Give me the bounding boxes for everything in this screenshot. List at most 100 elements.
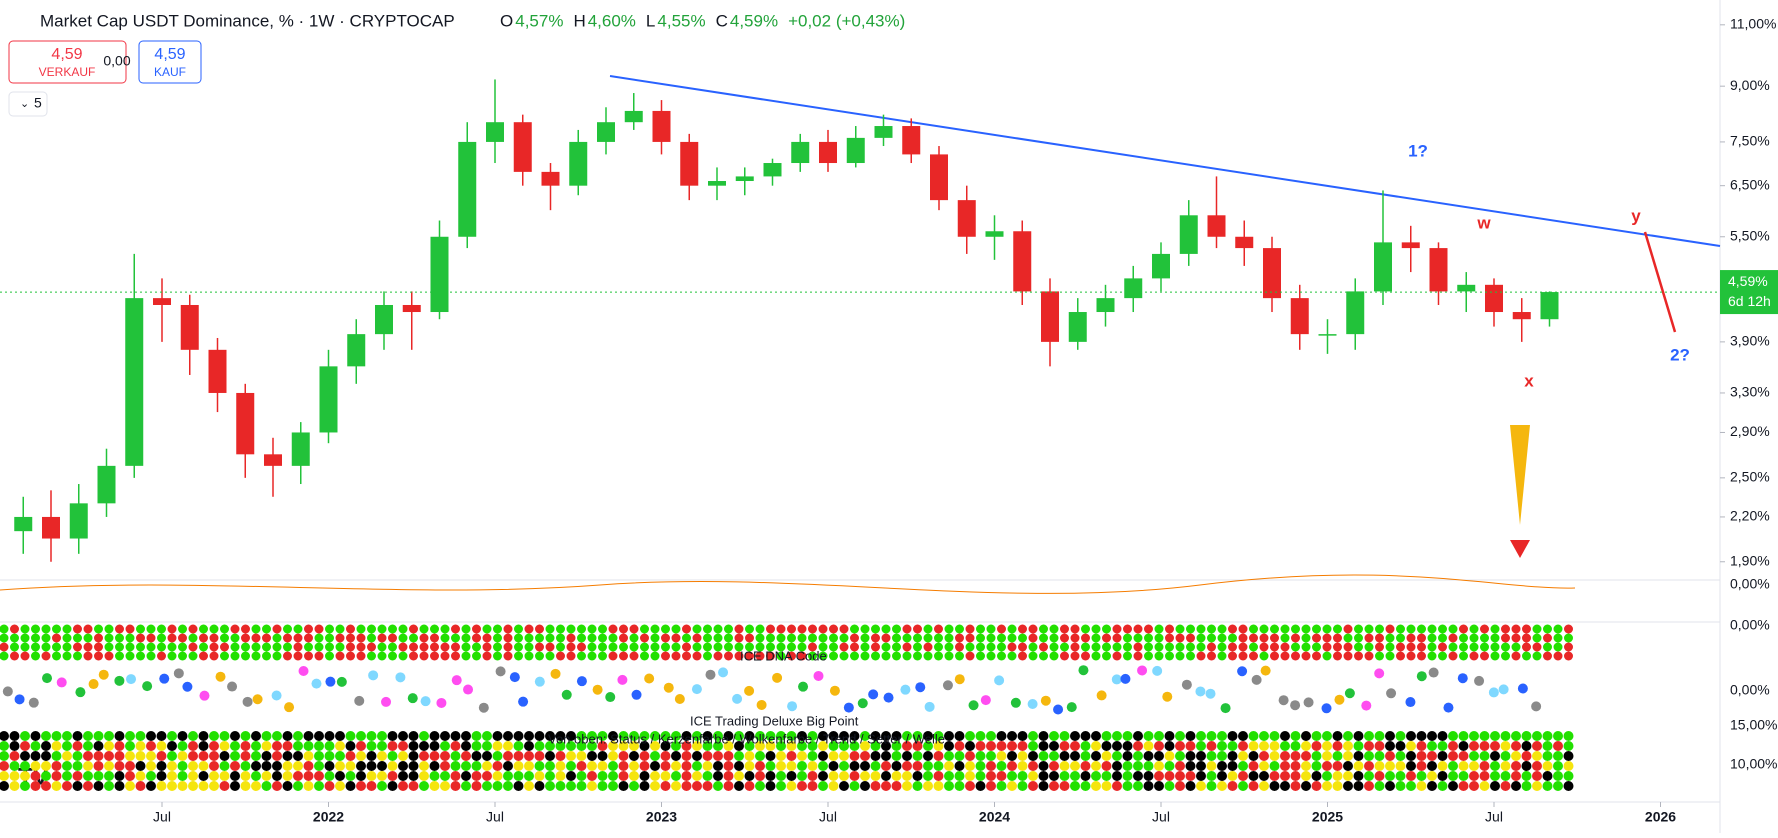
indicator-dot xyxy=(1217,771,1227,781)
indicator-dot xyxy=(860,633,870,643)
candle-body xyxy=(791,141,810,164)
indicator-dot xyxy=(996,761,1007,771)
indicator-dot xyxy=(9,771,20,781)
legend-key: H xyxy=(573,11,585,30)
indicator-dot xyxy=(807,751,818,761)
indicator-dot xyxy=(1018,651,1027,661)
candle-body xyxy=(458,141,477,237)
indicator-dot xyxy=(419,731,429,741)
indicator-dot xyxy=(482,624,492,634)
indicator-dot xyxy=(482,781,492,791)
indicator-dot xyxy=(73,633,82,643)
candle-body xyxy=(874,126,893,138)
sell-button[interactable] xyxy=(8,40,127,84)
indicator-dot xyxy=(1017,741,1028,751)
indicator-dot xyxy=(1186,642,1195,652)
indicator-dot xyxy=(1228,633,1237,643)
indicator-dot xyxy=(1260,665,1271,676)
indicator-dot xyxy=(503,741,513,751)
indicator-dot xyxy=(1448,761,1458,771)
indicator-dot xyxy=(776,731,786,741)
annotation: 2? xyxy=(1670,345,1690,364)
indicator-dot xyxy=(324,781,335,791)
indicator-dot xyxy=(366,751,377,761)
indicator-dot xyxy=(808,651,817,661)
indicator-dot xyxy=(1438,624,1447,634)
indicator-dot xyxy=(1137,665,1148,676)
indicator-dot xyxy=(398,771,408,781)
indicator-dot xyxy=(892,633,901,643)
indicator-toggle[interactable] xyxy=(8,91,48,117)
indicator-dot xyxy=(808,624,817,634)
candle-body xyxy=(624,110,643,123)
indicator-dot xyxy=(282,731,293,741)
indicator-dot xyxy=(1269,761,1280,771)
indicator-dot xyxy=(1532,642,1542,652)
indicator-dot xyxy=(146,651,156,661)
indicator-dot xyxy=(1238,771,1248,781)
y-tick-label: 11,00% xyxy=(1730,16,1776,32)
indicator-dot xyxy=(1437,781,1448,791)
indicator-dot xyxy=(304,642,313,652)
indicator-dot xyxy=(10,642,19,652)
indicator-dot xyxy=(51,761,62,771)
indicator-dot xyxy=(997,651,1006,661)
indicator-dot xyxy=(1480,624,1489,634)
indicator-dot xyxy=(1102,624,1111,634)
indicator-dot xyxy=(398,642,408,652)
indicator-dot xyxy=(220,642,229,652)
indicator-dot xyxy=(1553,751,1563,761)
indicator-dot xyxy=(346,642,355,652)
indicator-dot xyxy=(356,731,366,741)
indicator-dot xyxy=(73,642,82,652)
indicator-dot xyxy=(1490,651,1500,661)
indicator-dot xyxy=(1386,688,1397,699)
indicator-dot xyxy=(629,771,639,781)
indicator-dot xyxy=(965,781,975,791)
indicator-dot xyxy=(20,651,30,661)
indicator-dot xyxy=(818,731,828,741)
buy-button[interactable] xyxy=(138,40,202,84)
indicator-dot xyxy=(366,781,377,791)
indicator-dot xyxy=(125,781,135,791)
indicator-dot xyxy=(220,624,229,634)
indicator-dot xyxy=(293,751,303,761)
indicator-dot xyxy=(2,686,13,697)
indicator-dot xyxy=(1532,751,1542,761)
legend-key: O xyxy=(500,11,513,30)
y-tick-label: 3,30% xyxy=(1730,384,1770,400)
indicator-dot xyxy=(829,624,838,634)
indicator-dot xyxy=(892,624,901,634)
indicator-dot xyxy=(314,633,324,643)
indicator-dot xyxy=(304,633,313,643)
indicator-dot xyxy=(198,771,209,781)
indicator-dot xyxy=(1227,761,1238,771)
indicator-dot xyxy=(104,741,114,751)
indicator-dot xyxy=(1123,633,1132,643)
indicator-dot xyxy=(199,624,208,634)
indicator-dot xyxy=(398,741,408,751)
indicator-dot xyxy=(1490,624,1500,634)
indicator-dot xyxy=(1165,624,1174,634)
indicator-dot xyxy=(94,624,103,634)
indicator-dot xyxy=(923,624,933,634)
indicator-dot xyxy=(755,642,765,652)
indicator-dot xyxy=(325,676,336,687)
indicator-dot xyxy=(252,694,263,705)
plot-area xyxy=(14,79,1559,562)
indicator-dot xyxy=(1290,751,1301,761)
indicator-dot xyxy=(261,771,272,781)
indicator-dot xyxy=(734,731,744,741)
indicator-dot xyxy=(534,676,545,687)
indicator-dot xyxy=(1010,697,1021,708)
indicator-dot xyxy=(188,642,198,652)
indicator-dot xyxy=(1301,624,1311,634)
indicator-dot xyxy=(72,771,83,781)
indicator-dot xyxy=(1164,731,1175,741)
indicator-dot xyxy=(1249,642,1258,652)
candle-body xyxy=(1290,298,1309,335)
x-tick-label: 2025 xyxy=(1312,809,1343,825)
indicator-dot xyxy=(1018,642,1027,652)
indicator-dot xyxy=(734,642,744,652)
indicator-dot xyxy=(577,651,586,661)
